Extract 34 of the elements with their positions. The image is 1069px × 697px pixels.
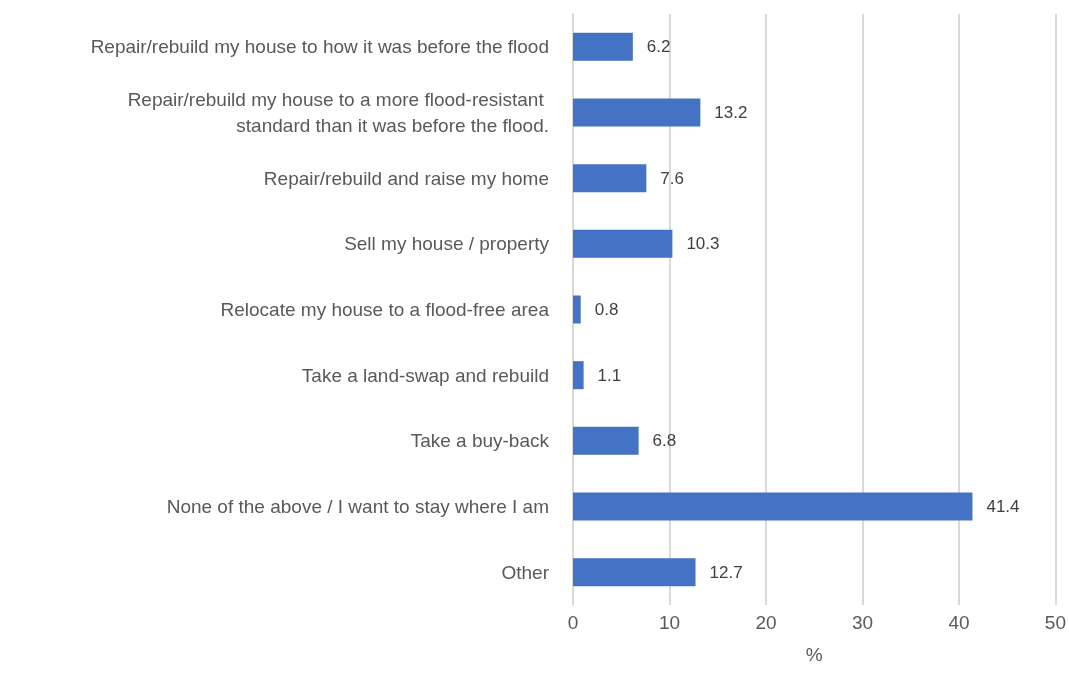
data-label: 10.3	[686, 234, 720, 254]
y-tick-label: Repair/rebuild and raise my home	[263, 167, 549, 189]
x-tick-label: 40	[948, 612, 970, 633]
data-label: 13.2	[714, 103, 748, 122]
bar	[573, 361, 584, 390]
data-label: 6.2	[646, 37, 671, 57]
x-tick-label: 10	[658, 612, 681, 633]
y-tick-label: Repair/rebuild my house to how it was before the flood	[90, 36, 549, 58]
y-tick-label: Take a land-swap and rebuild	[301, 364, 549, 386]
bar	[573, 492, 973, 521]
y-tick-label: Relocate my house to a flood-free area	[220, 299, 550, 320]
y-tick-label: Sell my house / property	[344, 233, 550, 255]
bar	[573, 32, 633, 61]
bar	[573, 558, 696, 587]
bar	[573, 98, 701, 127]
bar	[573, 164, 647, 193]
x-tick-label: 50	[1044, 612, 1066, 633]
y-tick-label: Repair/rebuild my house to a more flood-resistant standard than it was before the flood.	[127, 89, 549, 136]
data-label: 7.6	[660, 168, 684, 188]
x-tick-label: 30	[851, 612, 874, 633]
data-label: 41.4	[986, 497, 1020, 516]
data-label: 0.8	[594, 300, 619, 319]
bar	[573, 295, 581, 324]
x-axis-title: %	[805, 644, 823, 665]
y-tick-label: Other	[501, 561, 550, 583]
data-label: 12.7	[709, 562, 743, 582]
data-label: 1.1	[597, 365, 622, 385]
bar	[573, 229, 673, 258]
x-tick-label: 20	[755, 612, 777, 633]
data-label: 6.8	[652, 431, 677, 451]
x-tick-label: 0	[567, 612, 579, 633]
y-tick-label: None of the above / I want to stay where I am	[166, 496, 549, 517]
bar	[573, 426, 639, 455]
y-tick-label: Take a buy-back	[410, 430, 550, 452]
